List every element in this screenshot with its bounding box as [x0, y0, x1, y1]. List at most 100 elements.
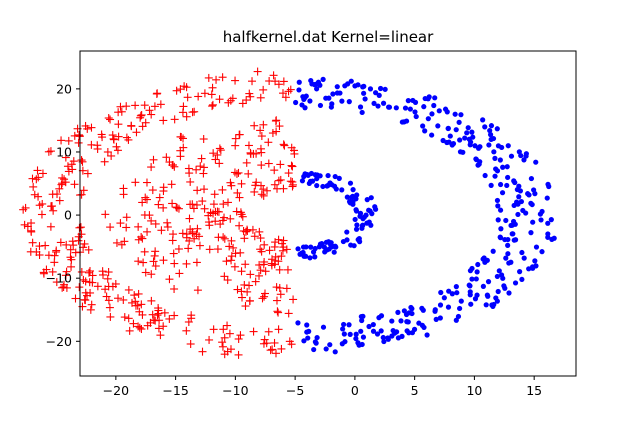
data-point [277, 252, 286, 261]
data-point [533, 244, 540, 250]
data-point [408, 304, 414, 311]
data-point [332, 173, 338, 180]
data-point [352, 216, 358, 223]
data-point [207, 90, 216, 99]
data-point [196, 162, 205, 171]
data-point [264, 327, 273, 336]
data-point [63, 162, 72, 171]
data-point [208, 102, 217, 111]
data-point [195, 241, 204, 250]
data-point [431, 102, 437, 109]
data-point [212, 75, 221, 84]
data-point [347, 331, 353, 337]
data-point [416, 320, 422, 326]
data-point [344, 194, 350, 200]
data-point [275, 265, 284, 274]
data-point [545, 181, 551, 187]
data-point [246, 270, 255, 279]
data-point [215, 95, 224, 104]
data-point [376, 92, 382, 98]
data-point [44, 251, 53, 260]
data-point [188, 200, 197, 209]
data-point [80, 239, 89, 248]
data-point [389, 333, 395, 339]
data-point [314, 334, 320, 341]
data-point [227, 252, 236, 261]
data-point [241, 302, 250, 311]
data-point [312, 81, 319, 87]
data-point [341, 321, 347, 328]
data-point [300, 244, 307, 250]
data-point [250, 121, 259, 130]
data-point [119, 184, 128, 193]
data-point [34, 173, 43, 182]
data-point [163, 218, 172, 227]
data-point [308, 244, 314, 250]
data-point [162, 153, 171, 162]
data-point [84, 245, 93, 254]
data-point [52, 278, 61, 287]
data-point [108, 282, 117, 291]
data-point [230, 262, 239, 271]
data-point [390, 327, 396, 334]
data-point [50, 258, 59, 267]
data-point [494, 273, 500, 280]
data-point [21, 203, 30, 212]
data-point [293, 99, 299, 106]
data-point [307, 178, 314, 184]
data-point [104, 114, 113, 123]
data-point [56, 238, 65, 247]
data-point [238, 293, 247, 302]
data-point [279, 140, 288, 149]
data-point [385, 335, 391, 341]
data-point [364, 197, 370, 203]
data-point [339, 187, 345, 193]
data-point [355, 237, 361, 243]
data-point [248, 77, 257, 86]
data-point [74, 236, 83, 245]
data-point [363, 212, 369, 218]
data-point [257, 161, 266, 170]
data-point [545, 234, 551, 240]
data-point [237, 287, 246, 296]
data-point [548, 217, 554, 223]
data-point [276, 290, 285, 299]
data-point [231, 76, 240, 85]
data-point [491, 149, 497, 155]
data-point [131, 297, 140, 306]
data-point [231, 141, 240, 150]
data-point [533, 159, 539, 165]
data-point [326, 95, 332, 101]
data-point [360, 84, 366, 90]
data-point [509, 231, 515, 237]
data-point [469, 265, 475, 272]
data-point [278, 239, 287, 248]
data-point [151, 262, 160, 271]
data-point [112, 142, 121, 151]
data-point [352, 83, 358, 89]
data-point [412, 109, 418, 115]
data-point [494, 126, 500, 132]
data-point [184, 317, 193, 326]
data-point [55, 196, 64, 205]
x-tick-label: −10 [222, 383, 248, 398]
data-point [467, 289, 473, 295]
data-point [464, 130, 470, 136]
data-point [193, 286, 202, 295]
data-point [495, 288, 501, 295]
data-point [480, 117, 486, 123]
data-point [506, 290, 512, 296]
data-point [138, 122, 147, 131]
data-point [273, 307, 282, 316]
data-point [190, 107, 199, 116]
data-point [150, 102, 159, 111]
data-point [301, 338, 307, 344]
data-point [253, 67, 262, 76]
data-point [308, 170, 315, 177]
data-point [218, 73, 227, 82]
data-point [229, 243, 238, 252]
x-tick-label: 10 [466, 383, 482, 398]
data-point [104, 268, 113, 277]
data-point [260, 257, 269, 266]
data-point [465, 125, 471, 131]
